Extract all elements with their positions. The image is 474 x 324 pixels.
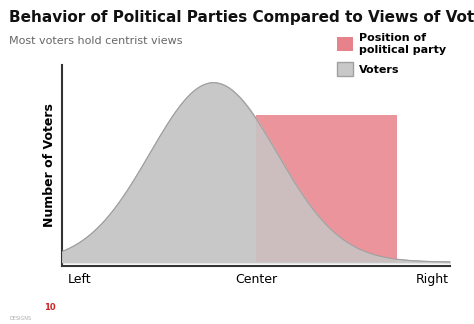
- Y-axis label: Number of Voters: Number of Voters: [43, 103, 56, 227]
- Text: DESIGNS: DESIGNS: [9, 316, 32, 321]
- Legend: Position of
political party, Voters: Position of political party, Voters: [332, 29, 450, 80]
- Text: KANDER: KANDER: [9, 303, 48, 312]
- Text: Forbes: Forbes: [412, 304, 465, 318]
- Text: Behavior of Political Parties Compared to Views of Voters: Behavior of Political Parties Compared t…: [9, 10, 474, 25]
- Bar: [256, 115, 397, 262]
- Text: Most voters hold centrist views: Most voters hold centrist views: [9, 36, 183, 46]
- Text: 10: 10: [44, 303, 55, 312]
